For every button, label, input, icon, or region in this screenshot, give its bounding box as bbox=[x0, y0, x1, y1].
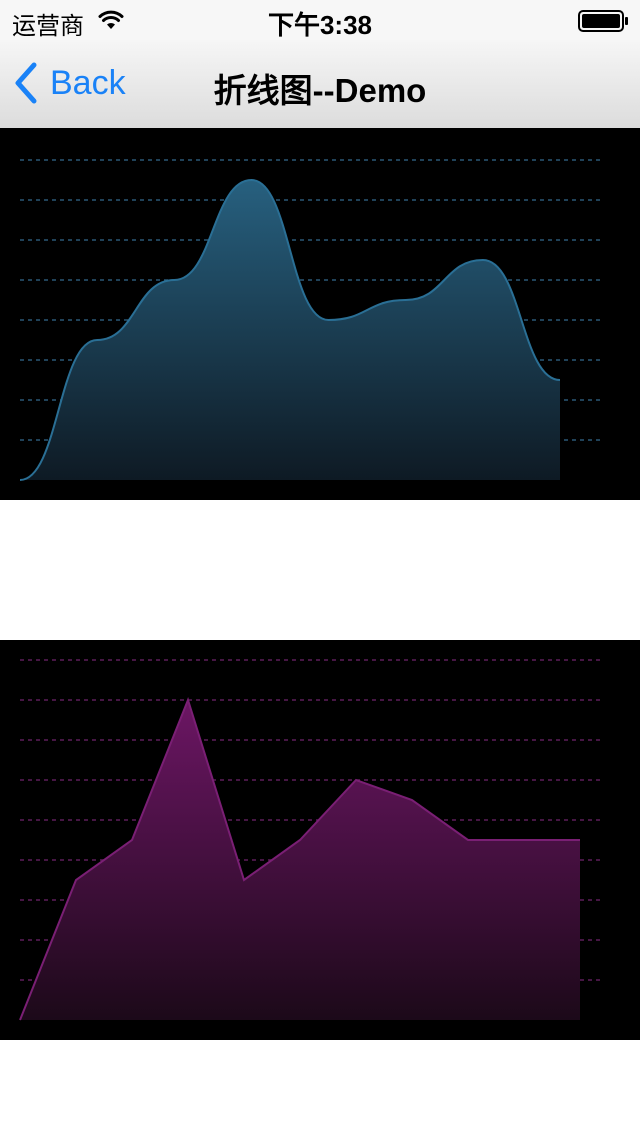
status-bar: 运营商 下午3:38 bbox=[0, 0, 640, 40]
line-chart-bottom bbox=[0, 640, 640, 1040]
page-title: 折线图--Demo bbox=[213, 72, 427, 109]
series-line bbox=[19, 697, 580, 1021]
status-time: 下午3:38 bbox=[267, 10, 373, 40]
series-line bbox=[19, 178, 561, 481]
navigation-bar bbox=[0, 40, 640, 128]
line-chart-top bbox=[0, 128, 640, 500]
line-chart-bottom-svg bbox=[19, 659, 600, 1021]
series-area bbox=[20, 180, 560, 480]
back-button[interactable]: Back bbox=[12, 58, 126, 108]
battery-full-icon bbox=[578, 9, 630, 33]
line-chart-top-svg bbox=[19, 159, 600, 481]
carrier-label: 运营商 bbox=[12, 13, 84, 40]
wifi-icon bbox=[98, 9, 124, 31]
chevron-left-icon bbox=[12, 61, 40, 105]
back-label: Back bbox=[50, 63, 126, 102]
series-area bbox=[20, 700, 580, 1020]
